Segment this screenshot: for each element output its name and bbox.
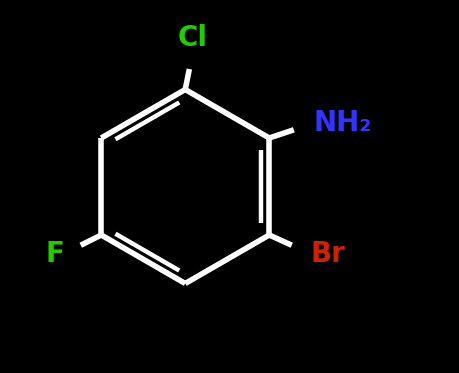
Text: NH₂: NH₂ [313,109,371,137]
Text: Cl: Cl [177,24,207,52]
Text: Br: Br [309,239,344,268]
Text: F: F [45,239,64,268]
